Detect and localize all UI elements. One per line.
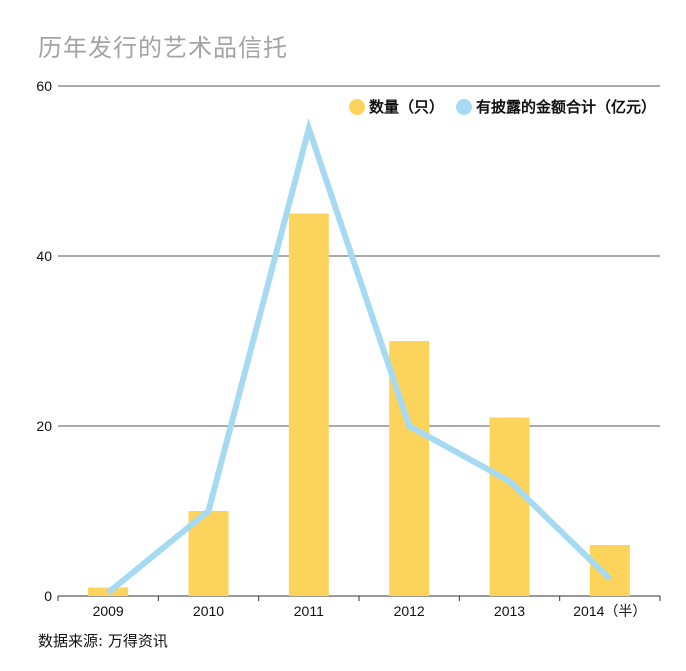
bar (489, 417, 530, 596)
legend-item-bar: 数量（只） (348, 96, 444, 117)
bar (288, 213, 329, 596)
series-line (106, 118, 612, 595)
y-tick-label: 60 (36, 78, 52, 94)
chart-title: 历年发行的艺术品信托 (38, 34, 288, 62)
chart-legend: 数量（只） 有披露的金额合计（亿元） (343, 96, 656, 117)
legend-label-line: 有披露的金额合计（亿元） (475, 98, 656, 116)
y-tick-label: 40 (36, 248, 52, 264)
x-tick-label: 2011 (294, 603, 324, 619)
legend-label-bar: 数量（只） (368, 98, 444, 116)
x-tick-label: 2009 (93, 603, 124, 619)
x-tick-label: 2014（半） (573, 603, 646, 619)
legend-item-line: 有披露的金额合计（亿元） (455, 96, 656, 117)
x-tick-label: 2012 (394, 603, 425, 619)
legend-swatch-line (455, 98, 472, 115)
legend-swatch-bar (348, 98, 365, 115)
y-tick-label: 20 (36, 418, 52, 434)
x-tick-label: 2013 (494, 603, 525, 619)
x-tick-label: 2010 (193, 603, 224, 619)
y-tick-label: 0 (44, 588, 52, 604)
bar (589, 545, 630, 596)
data-source: 数据来源: 万得资讯 (38, 632, 168, 650)
